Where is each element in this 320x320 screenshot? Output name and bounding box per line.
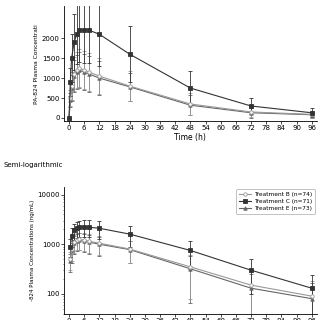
Legend: Treatment B (n=74), Treatment C (n=71), Treatment E (n=73): Treatment B (n=74), Treatment C (n=71), …	[236, 189, 315, 214]
Y-axis label: PA-824 Plasma Concentrati: PA-824 Plasma Concentrati	[34, 24, 39, 104]
X-axis label: Time (h): Time (h)	[174, 133, 206, 142]
Y-axis label: -824 Plasma Concentrations (ng/mL): -824 Plasma Concentrations (ng/mL)	[29, 200, 35, 301]
Text: Semi-logarithmic: Semi-logarithmic	[3, 162, 63, 168]
